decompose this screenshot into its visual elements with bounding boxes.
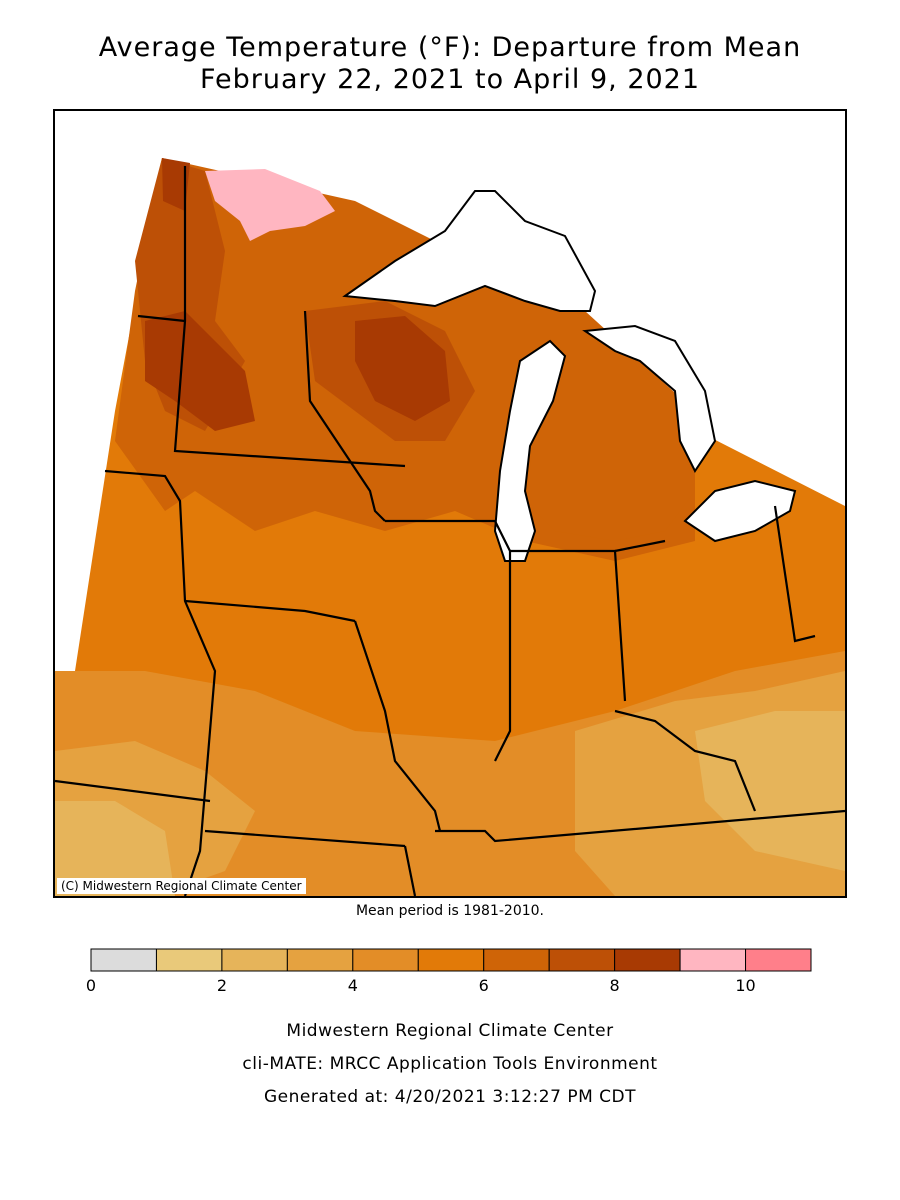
region-sw-lighter xyxy=(55,801,175,896)
footer-tool: cli-MATE: MRCC Application Tools Environ… xyxy=(242,1054,658,1074)
temperature-departure-map xyxy=(55,111,845,896)
legend-swatch-9 xyxy=(679,948,747,972)
lake-huron xyxy=(582,324,717,473)
color-legend xyxy=(90,948,812,972)
legend-tick-10: 10 xyxy=(735,976,756,995)
region-southeast-lighter xyxy=(695,711,845,871)
canada-north-white xyxy=(475,111,845,411)
legend-tick-6: 6 xyxy=(478,976,489,995)
legend-tick-4: 4 xyxy=(347,976,358,995)
legend-swatch-6 xyxy=(483,948,550,972)
legend-swatch-5 xyxy=(417,948,485,972)
legend-swatch-8 xyxy=(614,948,681,972)
map-title-line1: Average Temperature (°F): Departure from… xyxy=(98,32,802,63)
legend-swatch-2 xyxy=(221,948,288,972)
map-title-line2: February 22, 2021 to April 9, 2021 xyxy=(199,64,701,95)
lake-superior xyxy=(342,190,597,312)
region-michigan xyxy=(525,341,695,541)
legend-swatch-10 xyxy=(745,948,812,972)
footer-org: Midwestern Regional Climate Center xyxy=(286,1021,614,1041)
region-darkest-nd xyxy=(145,311,255,431)
legend-swatch-7 xyxy=(548,948,616,972)
legend-tick-0: 0 xyxy=(85,976,97,995)
footer-generated: Generated at: 4/20/2021 3:12:27 PM CDT xyxy=(264,1087,636,1107)
copyright-label: (C) Midwestern Regional Climate Center xyxy=(57,878,306,894)
legend-tick-labels: 0 2 4 6 8 10 xyxy=(0,976,900,996)
state-borders xyxy=(55,166,845,896)
lake-erie xyxy=(683,479,797,543)
map-panel: (C) Midwestern Regional Climate Center xyxy=(53,109,847,898)
legend-swatch-3 xyxy=(286,948,354,972)
legend-swatch-1 xyxy=(155,948,223,972)
legend-tick-8: 8 xyxy=(609,976,620,995)
legend-swatch-0 xyxy=(90,948,157,972)
region-pink xyxy=(205,169,335,241)
legend-swatch-4 xyxy=(352,948,419,972)
mean-period-note: Mean period is 1981-2010. xyxy=(355,903,545,919)
legend-tick-2: 2 xyxy=(216,976,227,995)
region-nw-corner xyxy=(162,158,190,211)
region-darkest-wi xyxy=(355,316,450,421)
lake-michigan xyxy=(493,339,567,562)
